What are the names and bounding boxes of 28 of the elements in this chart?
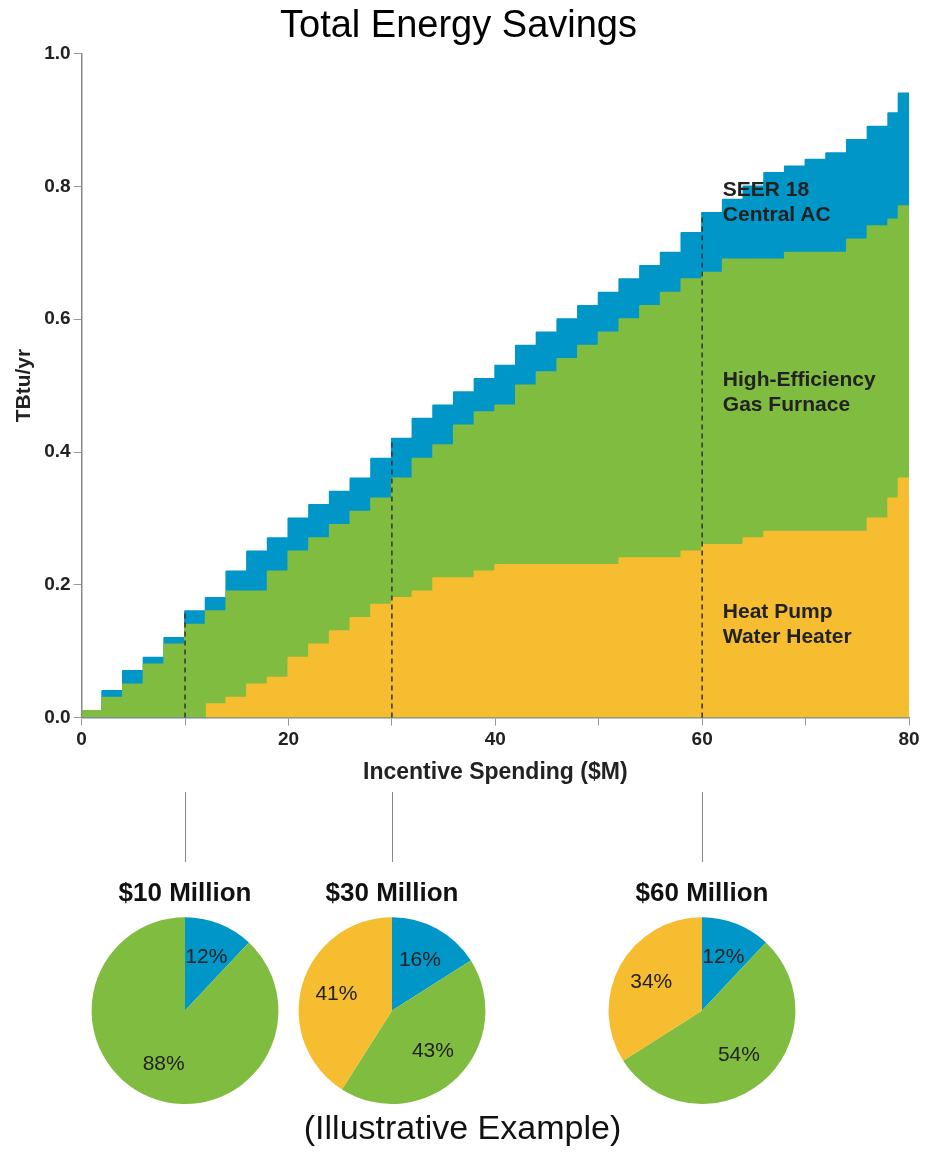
chart-title: $30 Million (325, 876, 459, 907)
series-label: High-Efficiency Gas Furnace (722, 366, 877, 415)
data-label: 16% (398, 946, 441, 970)
data-label: 43% (411, 1038, 454, 1062)
x-tick-label: 80 (898, 728, 920, 750)
x-tick-label: 20 (277, 728, 300, 750)
data-label: 41% (315, 981, 358, 1005)
y-tick-label: 0.2 (44, 573, 71, 595)
y-axis-title: TBtu/yr (11, 348, 35, 423)
chart-title: Total Energy Savings (280, 3, 637, 46)
x-tick-label: 0 (76, 728, 87, 750)
y-tick-label: 0.6 (44, 307, 71, 329)
series-label: Heat Pump Water Heater (722, 598, 852, 647)
data-label: 34% (630, 969, 673, 993)
text: (Illustrative Example) (302, 1108, 623, 1147)
data-label: 12% (702, 943, 745, 967)
data-label: 88% (142, 1051, 185, 1075)
data-label: 12% (185, 943, 228, 967)
y-tick-label: 0.4 (44, 440, 72, 462)
data-label: 54% (718, 1042, 761, 1066)
x-tick-label: 60 (691, 728, 713, 750)
y-tick-label: 0.8 (44, 174, 71, 196)
x-tick-label: 40 (484, 728, 506, 750)
x-axis-title: Incentive Spending ($M) (363, 757, 628, 784)
chart-title: $60 Million (635, 876, 769, 907)
y-tick-label: 1.0 (44, 41, 71, 63)
y-tick-label: 0.0 (44, 705, 71, 727)
chart-title: $10 Million (118, 876, 252, 907)
